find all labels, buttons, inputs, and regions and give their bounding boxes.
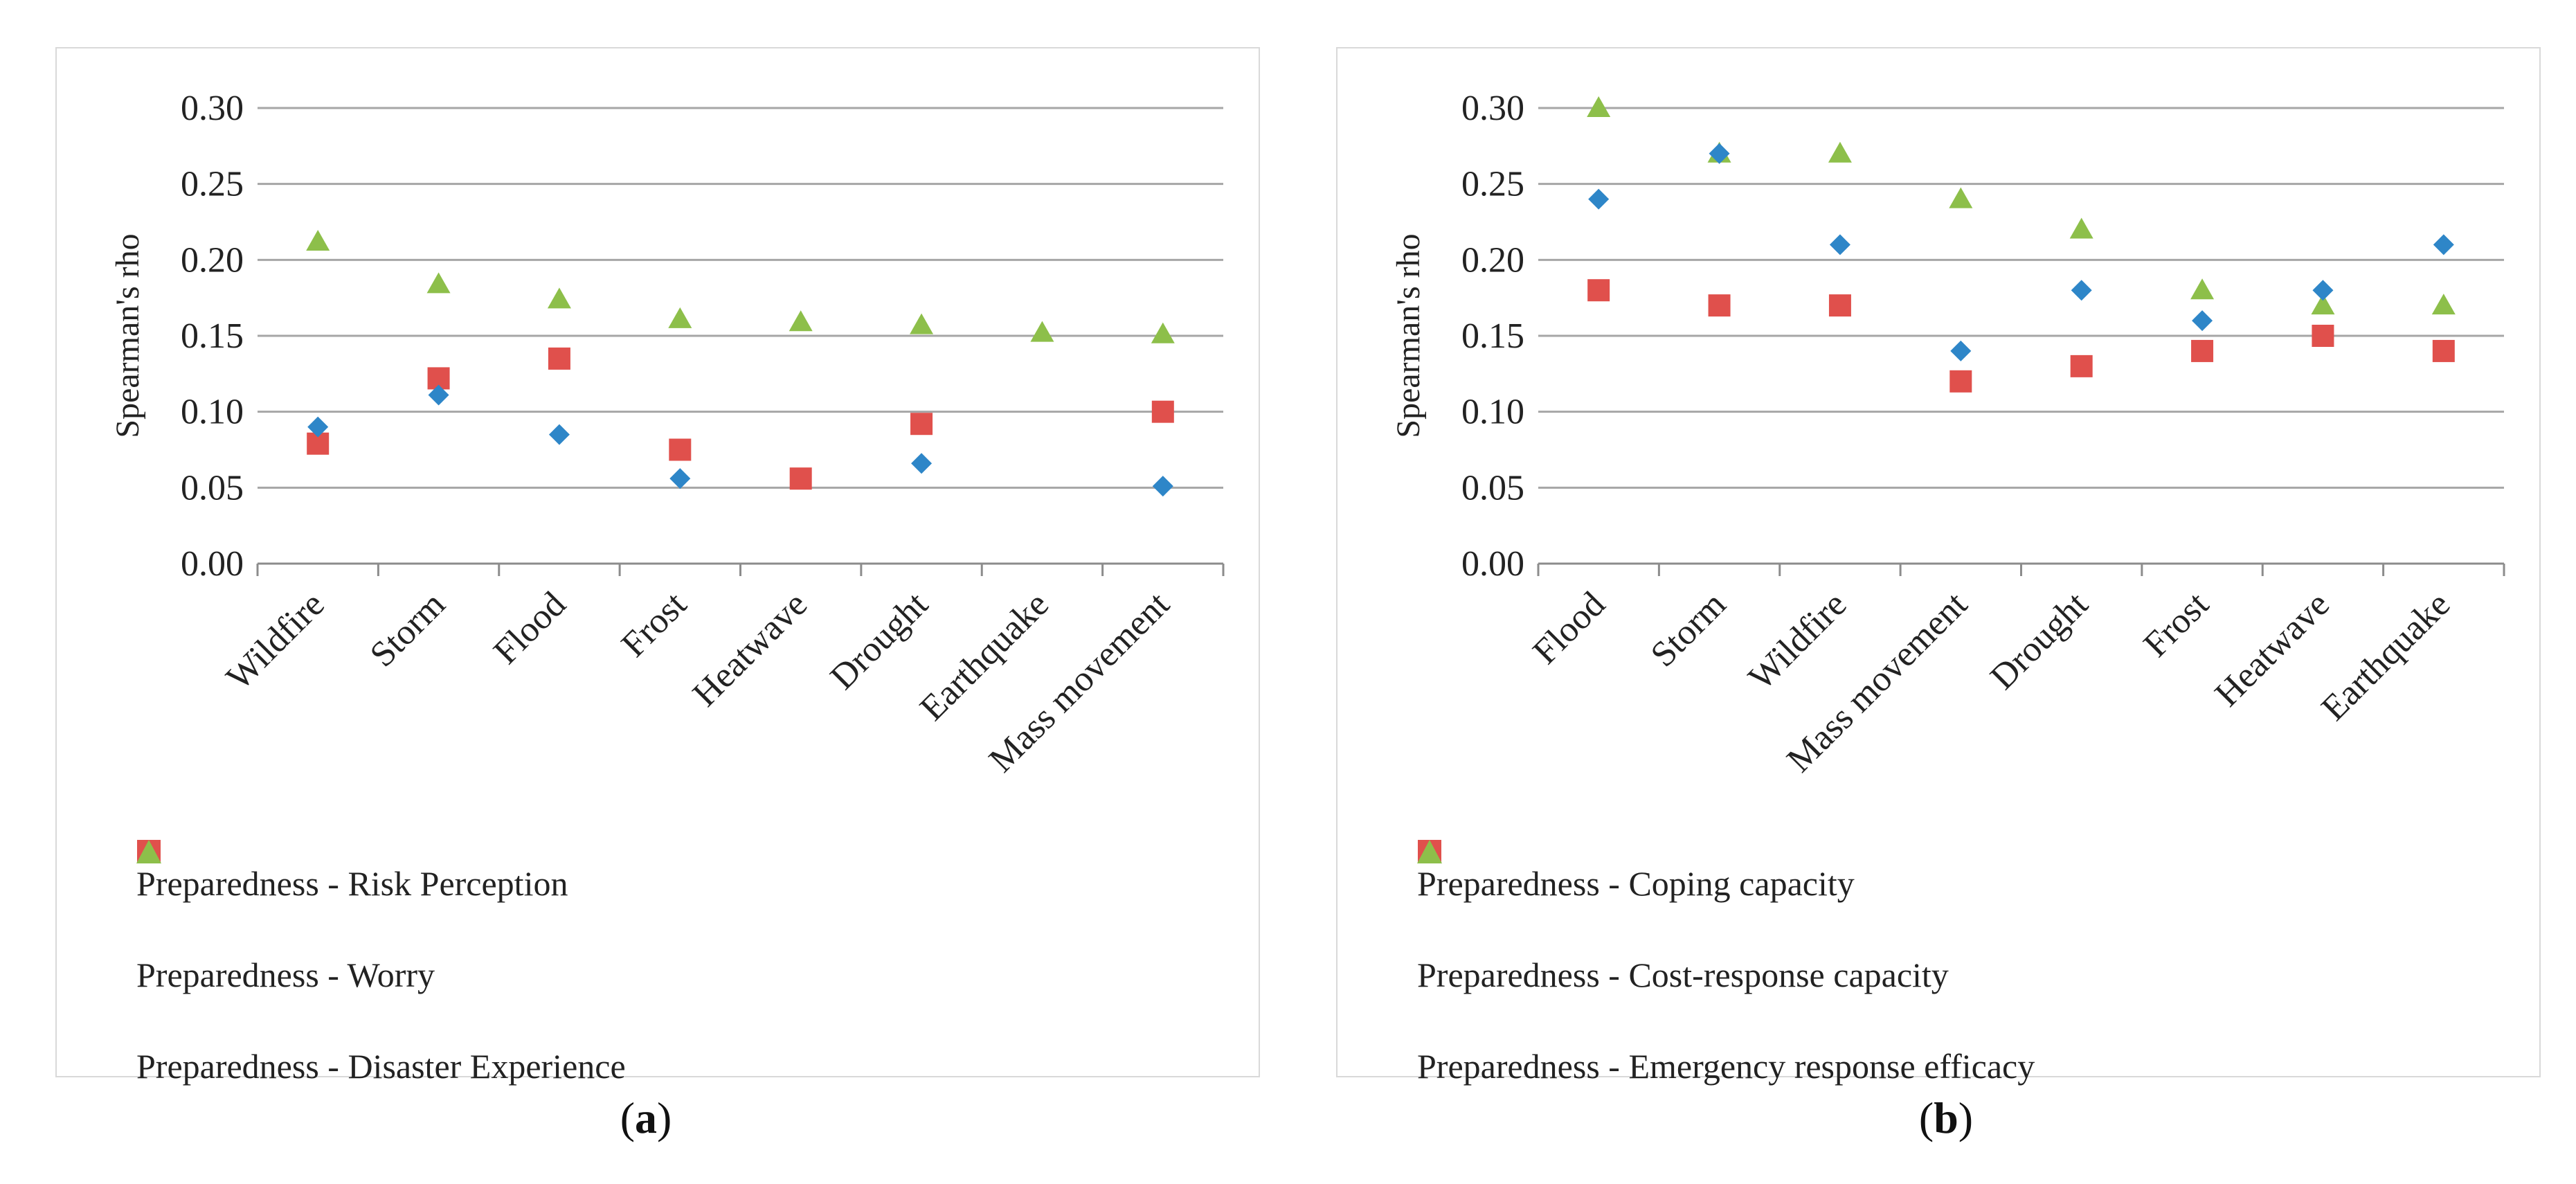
data-point-triangle — [2069, 217, 2093, 239]
data-point-triangle — [2311, 294, 2335, 315]
data-point-square — [1828, 294, 1851, 317]
legend-label: Preparedness - Emergency response effica… — [1417, 1047, 2035, 1086]
y-tick-label: 0.20 — [181, 240, 244, 280]
data-point-square — [2070, 355, 2093, 377]
legend-item-risk-perception: Preparedness - Risk Perception — [129, 838, 626, 929]
data-point-diamond — [911, 453, 933, 474]
y-tick-label: 0.30 — [181, 89, 244, 128]
data-point-diamond — [1709, 143, 1730, 164]
y-tick-label: 0.10 — [181, 393, 244, 432]
data-point-triangle — [547, 287, 571, 309]
data-point-square — [1949, 370, 1972, 393]
x-tick-label: Drought — [1983, 584, 2096, 697]
data-point-triangle — [1828, 141, 1852, 163]
data-point-triangle — [306, 230, 330, 251]
y-axis-label: Spearman's rho — [1390, 233, 1427, 438]
y-tick-label: 0.05 — [1461, 468, 1524, 508]
y-tick-label: 0.15 — [1461, 316, 1524, 356]
y-tick-label: 0.00 — [181, 544, 244, 584]
x-tick-label: Heatwave — [2208, 584, 2337, 714]
x-tick-label: Flood — [1526, 584, 1613, 672]
x-tick-label: Flood — [486, 584, 573, 672]
x-tick-label: Earthquake — [2314, 584, 2458, 728]
data-point-square — [2432, 339, 2455, 362]
data-point-square — [2191, 339, 2214, 362]
data-point-square — [2312, 325, 2334, 347]
x-tick-label: Wildfire — [219, 584, 332, 697]
caption-letter: b — [1934, 1093, 1958, 1142]
y-tick-label: 0.25 — [181, 165, 244, 204]
y-tick-label: 0.25 — [1461, 165, 1524, 204]
y-tick-label: 0.20 — [1461, 240, 1524, 280]
data-point-diamond — [1588, 188, 1610, 210]
data-point-diamond — [669, 468, 691, 490]
y-tick-label: 0.10 — [1461, 393, 1524, 432]
chart-panel-a: 0.00 0.05 0.10 0.15 0.20 0.25 0.30 Wildfire Stor… — [55, 47, 1260, 1086]
caption-b: (b) — [1918, 1093, 1974, 1142]
data-point-diamond — [2433, 234, 2454, 255]
legend-label: Preparedness - Coping capacity — [1417, 864, 1855, 903]
data-point-triangle — [1151, 322, 1175, 343]
data-point-square — [910, 413, 933, 436]
y-tick-label: 0.00 — [1461, 544, 1524, 584]
data-point-diamond — [2071, 280, 2092, 301]
triangle-marker-icon — [136, 840, 161, 863]
caption-a: (a) — [620, 1093, 672, 1142]
x-tick-label: Storm — [363, 584, 453, 674]
legend-item-cost-response-capacity: Preparedness - Cost-response capacity — [1410, 840, 2035, 1021]
y-tick-label: 0.30 — [1461, 89, 1524, 128]
x-tick-label: Heatwave — [685, 584, 815, 714]
legend-label: Preparedness - Disaster Experience — [136, 1047, 626, 1086]
y-tick-label: 0.05 — [181, 468, 244, 508]
y-tick-label: 0.15 — [181, 316, 244, 356]
data-point-triangle — [2431, 294, 2456, 315]
x-tick-label: Storm — [1643, 584, 1733, 674]
data-point-diamond — [1829, 234, 1850, 255]
data-point-diamond — [1950, 340, 1972, 361]
x-tick-label: Frost — [614, 584, 694, 665]
chart-panel-b: 0.00 0.05 0.10 0.15 0.20 0.25 0.30 Flood Storm Wi… — [1336, 47, 2541, 1086]
data-point-square — [548, 347, 570, 370]
data-point-triangle — [1949, 187, 1973, 208]
data-point-triangle — [2190, 278, 2215, 300]
data-point-triangle — [1587, 96, 1611, 117]
data-point-diamond — [428, 384, 449, 406]
data-point-triangle — [426, 272, 451, 294]
caption-letter: a — [635, 1093, 657, 1142]
data-point-diamond — [1152, 476, 1173, 497]
data-point-triangle — [668, 307, 692, 328]
legend-label: Preparedness - Risk Perception — [136, 864, 568, 903]
triangle-marker-icon — [1417, 840, 1442, 863]
x-tick-label: Wildfire — [1741, 584, 1854, 697]
y-axis-label: Spearman's rho — [109, 233, 146, 438]
x-tick-label: Frost — [2136, 584, 2217, 665]
data-point-triangle — [910, 313, 934, 334]
data-point-square — [669, 438, 692, 461]
data-point-diamond — [2192, 310, 2213, 332]
data-point-triangle — [1030, 321, 1054, 342]
data-point-square — [789, 467, 812, 490]
data-point-triangle — [789, 310, 813, 332]
legend-item-emergency-response-efficacy: Preparedness - Emergency response effica… — [1410, 840, 2035, 1112]
legend-b: Preparedness - Coping capacity Preparedn… — [1410, 838, 2035, 1112]
x-tick-label: Drought — [823, 584, 936, 697]
legend-label: Preparedness - Worry — [136, 956, 435, 994]
data-point-diamond — [548, 424, 570, 445]
legend-label: Preparedness - Cost-response capacity — [1417, 956, 1949, 994]
data-point-diamond — [2312, 280, 2334, 301]
legend-a: Preparedness - Risk Perception Preparedn… — [129, 838, 626, 1112]
chart-b: 0.00 0.05 0.10 0.15 0.20 0.25 0.30 Flood Storm Wi… — [1390, 89, 2505, 780]
chart-a: 0.00 0.05 0.10 0.15 0.20 0.25 0.30 Wildfire Stor… — [109, 89, 1225, 780]
legend-item-coping-capacity: Preparedness - Coping capacity — [1410, 838, 2035, 929]
data-point-square — [1708, 294, 1731, 317]
data-point-square — [1151, 400, 1174, 423]
data-point-diamond — [307, 416, 329, 438]
legend-item-disaster-experience: Preparedness - Disaster Experience — [129, 840, 626, 1112]
data-point-square — [1587, 279, 1610, 302]
legend-item-worry: Preparedness - Worry — [129, 840, 626, 1021]
